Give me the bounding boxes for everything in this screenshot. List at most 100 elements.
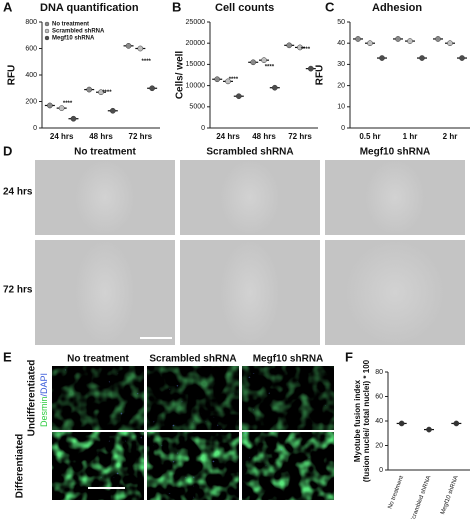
dapi-signal: [242, 366, 334, 430]
dot: [395, 36, 401, 42]
scratch-images: [35, 160, 465, 345]
dot: [70, 115, 77, 122]
dot: [419, 55, 425, 61]
y-axis-label: RFU: [315, 65, 326, 86]
chart-title: Cell counts: [215, 2, 274, 14]
stain-desmin: Desmin: [39, 397, 49, 428]
chart-title: DNA quantification: [40, 2, 139, 14]
dot: [250, 59, 257, 66]
column-header: Megf10 shRNA: [253, 354, 324, 365]
legend-marker: [44, 21, 50, 27]
dot: [459, 55, 465, 61]
dot: [47, 102, 53, 109]
dot: [435, 36, 441, 42]
x-tick-label: 2 hr: [443, 132, 458, 141]
column-header: Scrambled shRNA: [149, 354, 236, 365]
legend-label: Scrambled shRNA: [52, 29, 105, 35]
panel-label: E: [3, 349, 12, 364]
y-tick-label: 0: [341, 125, 345, 132]
dot: [86, 86, 93, 93]
dot: [407, 38, 413, 44]
y-axis-label: (fusion nuclei/ total nuclei) * 100: [362, 359, 371, 482]
y-tick-label: 80: [375, 369, 383, 376]
row-label: 24 hrs: [3, 187, 33, 198]
dot: [286, 42, 293, 49]
y-tick-label: 20: [337, 82, 345, 89]
wound-area: [365, 160, 425, 235]
x-tick-label: 72 hrs: [129, 132, 153, 141]
x-tick-label: 1 hr: [403, 132, 418, 141]
y-axis-label: RFU: [7, 65, 18, 86]
significance: ****: [142, 59, 152, 65]
dot: [125, 43, 132, 49]
y-tick-label: 0: [201, 125, 205, 132]
significance: ****: [301, 47, 311, 53]
y-tick-label: 20: [375, 442, 383, 449]
y-tick-label: 40: [337, 40, 345, 47]
column-header: No treatment: [74, 147, 136, 158]
stain-dapi: /DAPI: [39, 373, 49, 397]
x-tick-label: 48 hrs: [89, 132, 113, 141]
column-header: Scrambled shRNA: [206, 147, 293, 158]
dot: [235, 93, 242, 100]
wound-area: [220, 240, 280, 345]
y-tick-label: 600: [25, 45, 37, 52]
panel-label: B: [172, 0, 181, 14]
panel-label: A: [3, 0, 13, 14]
dot: [214, 76, 221, 83]
wound-area: [75, 240, 135, 345]
y-tick-label: 40: [375, 418, 383, 425]
stain-label: Desmin/DAPI: [39, 373, 49, 427]
y-tick-label: 25000: [186, 19, 206, 26]
y-tick-label: 60: [375, 393, 383, 400]
dot: [261, 57, 267, 64]
dot: [98, 89, 104, 96]
y-tick-label: 20000: [186, 40, 206, 47]
y-tick-label: 0: [33, 125, 37, 132]
dot: [307, 65, 314, 72]
column-header: No treatment: [67, 354, 129, 365]
fluorescence-images: [52, 366, 334, 500]
dot: [398, 420, 405, 427]
dot: [271, 84, 278, 91]
y-tick-label: 5000: [189, 104, 205, 111]
x-tick-label: 0.5 hr: [359, 132, 380, 141]
y-tick-label: 800: [25, 19, 37, 26]
x-tick-label: 24 hrs: [216, 132, 240, 141]
dapi-signal: [52, 432, 144, 500]
significance: ****: [63, 101, 73, 107]
dot: [149, 85, 155, 92]
legend-label: Megf10 shRNA: [52, 36, 95, 42]
dot: [379, 55, 385, 61]
y-axis-label: Cells/ well: [175, 51, 186, 100]
dapi-signal: [147, 366, 239, 430]
dapi-signal: [147, 432, 239, 500]
x-tick-label: Scrambled shRNA: [410, 475, 433, 519]
y-tick-label: 10000: [186, 82, 206, 89]
significance: ****: [229, 77, 239, 83]
dot: [58, 105, 65, 111]
row-label: 72 hrs: [3, 285, 33, 296]
y-tick-label: 200: [25, 98, 37, 105]
panel-label: D: [3, 143, 12, 158]
row-label: Differentiated: [15, 434, 26, 498]
dot: [447, 40, 453, 47]
x-tick-label: 72 hrs: [288, 132, 312, 141]
dot: [109, 107, 116, 114]
legend-marker: [44, 35, 50, 41]
wound-area: [345, 240, 445, 345]
panel-label: F: [345, 349, 353, 364]
x-tick-label: No treatment: [388, 475, 406, 510]
y-tick-label: 0: [379, 467, 383, 474]
x-tick-label: 48 hrs: [252, 132, 276, 141]
y-tick-label: 30: [337, 61, 345, 68]
x-tick-label: 24 hrs: [50, 132, 74, 141]
dapi-signal: [242, 432, 334, 500]
y-tick-label: 10: [337, 104, 345, 111]
dot: [355, 36, 361, 42]
dot: [137, 45, 144, 52]
row-label: Undifferentiated: [27, 360, 38, 437]
dapi-signal: [52, 366, 144, 430]
dot: [225, 78, 231, 85]
